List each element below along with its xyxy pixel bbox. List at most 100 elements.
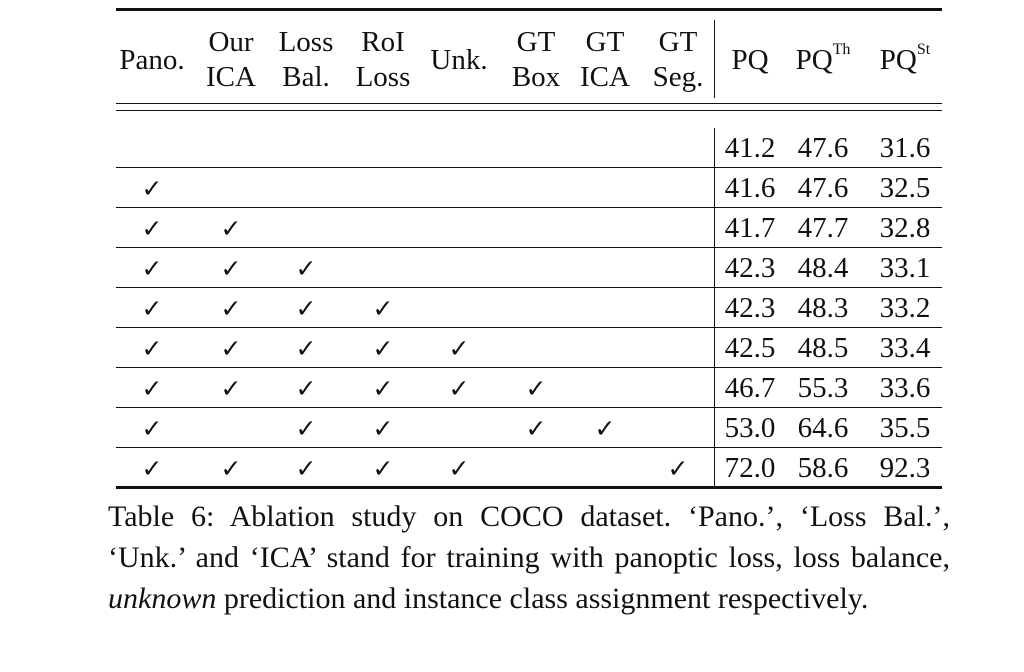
header-pq: PQ xyxy=(720,22,780,98)
table-row: 41.2 47.6 31.6 xyxy=(116,128,942,168)
header-pq-th: PQTh xyxy=(781,22,865,98)
row-divider xyxy=(116,247,942,248)
header-superscript: St xyxy=(916,40,931,58)
header-unk: Unk. xyxy=(426,22,492,98)
cell-pq: 42.5 xyxy=(724,331,776,364)
table-row: ✓ 41.6 47.6 32.5 xyxy=(116,168,942,208)
row-divider xyxy=(116,367,942,368)
header-base: PQ xyxy=(879,43,917,76)
check-mark-our-ica: ✓ xyxy=(220,253,242,283)
cell-pq-th: 47.6 xyxy=(797,171,849,204)
row-divider xyxy=(116,447,942,448)
check-mark-our-ica: ✓ xyxy=(220,333,242,363)
cell-pq-st: 32.5 xyxy=(879,171,931,204)
header-line: RoI xyxy=(361,26,405,58)
row-divider xyxy=(116,327,942,328)
check-mark-gt-ica: ✓ xyxy=(594,413,616,443)
table-row: ✓ ✓ ✓ ✓ ✓ ✓ 72.0 58.6 92.3 xyxy=(116,448,942,488)
header-pq-st: PQSt xyxy=(867,22,943,98)
table-top-rule xyxy=(116,8,942,11)
table-row: ✓ ✓ ✓ ✓ ✓ 42.5 48.5 33.4 xyxy=(116,328,942,368)
cell-pq: 41.7 xyxy=(724,211,776,244)
header-roi-loss: RoI Loss xyxy=(350,22,416,98)
check-mark-unk: ✓ xyxy=(448,453,470,483)
cell-pq-st: 31.6 xyxy=(879,131,931,164)
header-line: GT xyxy=(658,26,698,58)
header-line: GT xyxy=(516,26,556,58)
row-divider xyxy=(116,407,942,408)
cell-pq-th: 48.4 xyxy=(797,251,849,284)
cell-pq-th: 58.6 xyxy=(797,451,849,484)
cell-pq-th: 55.3 xyxy=(797,371,849,404)
cell-pq: 41.2 xyxy=(724,131,776,164)
header-base: PQ xyxy=(795,43,833,76)
header-line: Box xyxy=(511,61,561,93)
cell-pq-th: 47.6 xyxy=(797,131,849,164)
cell-pq-st: 33.6 xyxy=(879,371,931,404)
header-superscript: Th xyxy=(832,40,851,58)
check-mark-our-ica: ✓ xyxy=(220,213,242,243)
check-mark-loss-bal: ✓ xyxy=(295,333,317,363)
header-double-rule xyxy=(116,103,942,111)
table-caption: Table 6: Ablation study on COCO dataset.… xyxy=(108,496,950,619)
cell-pq-st: 33.2 xyxy=(879,291,931,324)
check-mark-loss-bal: ✓ xyxy=(295,293,317,323)
check-mark-our-ica: ✓ xyxy=(220,293,242,323)
check-mark-our-ica: ✓ xyxy=(220,373,242,403)
check-mark-roi-loss: ✓ xyxy=(372,333,394,363)
caption-text-end: prediction and instance class assignment… xyxy=(216,582,869,615)
check-mark-roi-loss: ✓ xyxy=(372,453,394,483)
check-mark-gt-seg: ✓ xyxy=(667,453,689,483)
header-line: PQSt xyxy=(879,40,931,78)
cell-pq: 42.3 xyxy=(724,291,776,324)
table-row: ✓ ✓ 41.7 47.7 32.8 xyxy=(116,208,942,248)
cell-pq: 42.3 xyxy=(724,251,776,284)
header-line: PQTh xyxy=(795,40,851,78)
check-mark-pano: ✓ xyxy=(141,253,163,283)
cell-pq-st: 35.5 xyxy=(879,411,931,444)
table-row: ✓ ✓ ✓ ✓ ✓ ✓ 46.7 55.3 33.6 xyxy=(116,368,942,408)
header-gt-ica: GT ICA xyxy=(572,22,638,98)
check-mark-roi-loss: ✓ xyxy=(372,293,394,323)
row-divider xyxy=(116,207,942,208)
header-line: PQ xyxy=(731,43,769,76)
check-mark-loss-bal: ✓ xyxy=(295,373,317,403)
check-mark-pano: ✓ xyxy=(141,333,163,363)
caption-emphasis: unknown xyxy=(108,582,217,615)
cell-pq-th: 48.3 xyxy=(797,291,849,324)
row-divider xyxy=(116,167,942,168)
table-row: ✓ ✓ ✓ ✓ ✓ 53.0 64.6 35.5 xyxy=(116,408,942,448)
check-mark-pano: ✓ xyxy=(141,413,163,443)
check-mark-pano: ✓ xyxy=(141,213,163,243)
check-mark-loss-bal: ✓ xyxy=(295,253,317,283)
header-loss-bal: Loss Bal. xyxy=(273,22,339,98)
check-mark-pano: ✓ xyxy=(141,173,163,203)
check-mark-unk: ✓ xyxy=(448,373,470,403)
cell-pq: 72.0 xyxy=(724,451,776,484)
check-mark-loss-bal: ✓ xyxy=(295,413,317,443)
check-mark-loss-bal: ✓ xyxy=(295,453,317,483)
header-line: Our xyxy=(208,26,254,58)
header-line: Bal. xyxy=(282,61,330,93)
header-line: Pano. xyxy=(119,43,185,76)
caption-text: Table 6: Ablation study on COCO dataset.… xyxy=(108,500,950,574)
check-mark-roi-loss: ✓ xyxy=(372,413,394,443)
check-mark-pano: ✓ xyxy=(141,373,163,403)
check-mark-our-ica: ✓ xyxy=(220,453,242,483)
header-gt-box: GT Box xyxy=(503,22,569,98)
cell-pq-st: 92.3 xyxy=(879,451,931,484)
cell-pq: 53.0 xyxy=(724,411,776,444)
table-row: ✓ ✓ ✓ ✓ 42.3 48.3 33.2 xyxy=(116,288,942,328)
check-mark-gt-box: ✓ xyxy=(525,413,547,443)
header-column-divider xyxy=(714,20,715,98)
header-line: Loss xyxy=(278,26,334,58)
check-mark-gt-box: ✓ xyxy=(525,373,547,403)
header-pano: Pano. xyxy=(115,22,189,98)
cell-pq-st: 33.1 xyxy=(879,251,931,284)
cell-pq-th: 48.5 xyxy=(797,331,849,364)
header-line: Seg. xyxy=(652,61,704,93)
check-mark-pano: ✓ xyxy=(141,293,163,323)
cell-pq: 46.7 xyxy=(724,371,776,404)
header-line: ICA xyxy=(580,61,630,93)
header-line: Loss xyxy=(355,61,411,93)
